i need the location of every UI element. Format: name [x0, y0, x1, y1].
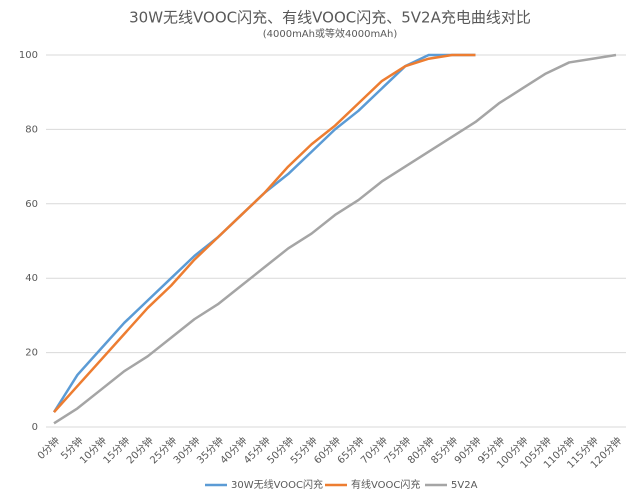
legend-label: 5V2A	[451, 480, 478, 491]
legend-label: 有线VOOC闪充	[351, 478, 420, 491]
y-tick-label: 20	[25, 348, 38, 359]
y-tick-label: 80	[25, 124, 38, 135]
series-line	[53, 53, 617, 425]
y-tick-label: 40	[25, 273, 38, 284]
y-tick-label: 60	[25, 199, 38, 210]
x-tick-label: 0分钟	[34, 434, 62, 462]
series-line	[53, 53, 476, 413]
y-tick-label: 0	[32, 422, 38, 433]
legend-label: 30W无线VOOC闪充	[231, 478, 323, 491]
chart-title: 30W无线VOOC闪充、有线VOOC闪充、5V2A充电曲线对比	[129, 9, 531, 27]
y-tick-label: 100	[19, 50, 38, 61]
series-line	[52, 53, 476, 413]
chart-subtitle: (4000mAh或等效4000mAh)	[263, 27, 398, 40]
